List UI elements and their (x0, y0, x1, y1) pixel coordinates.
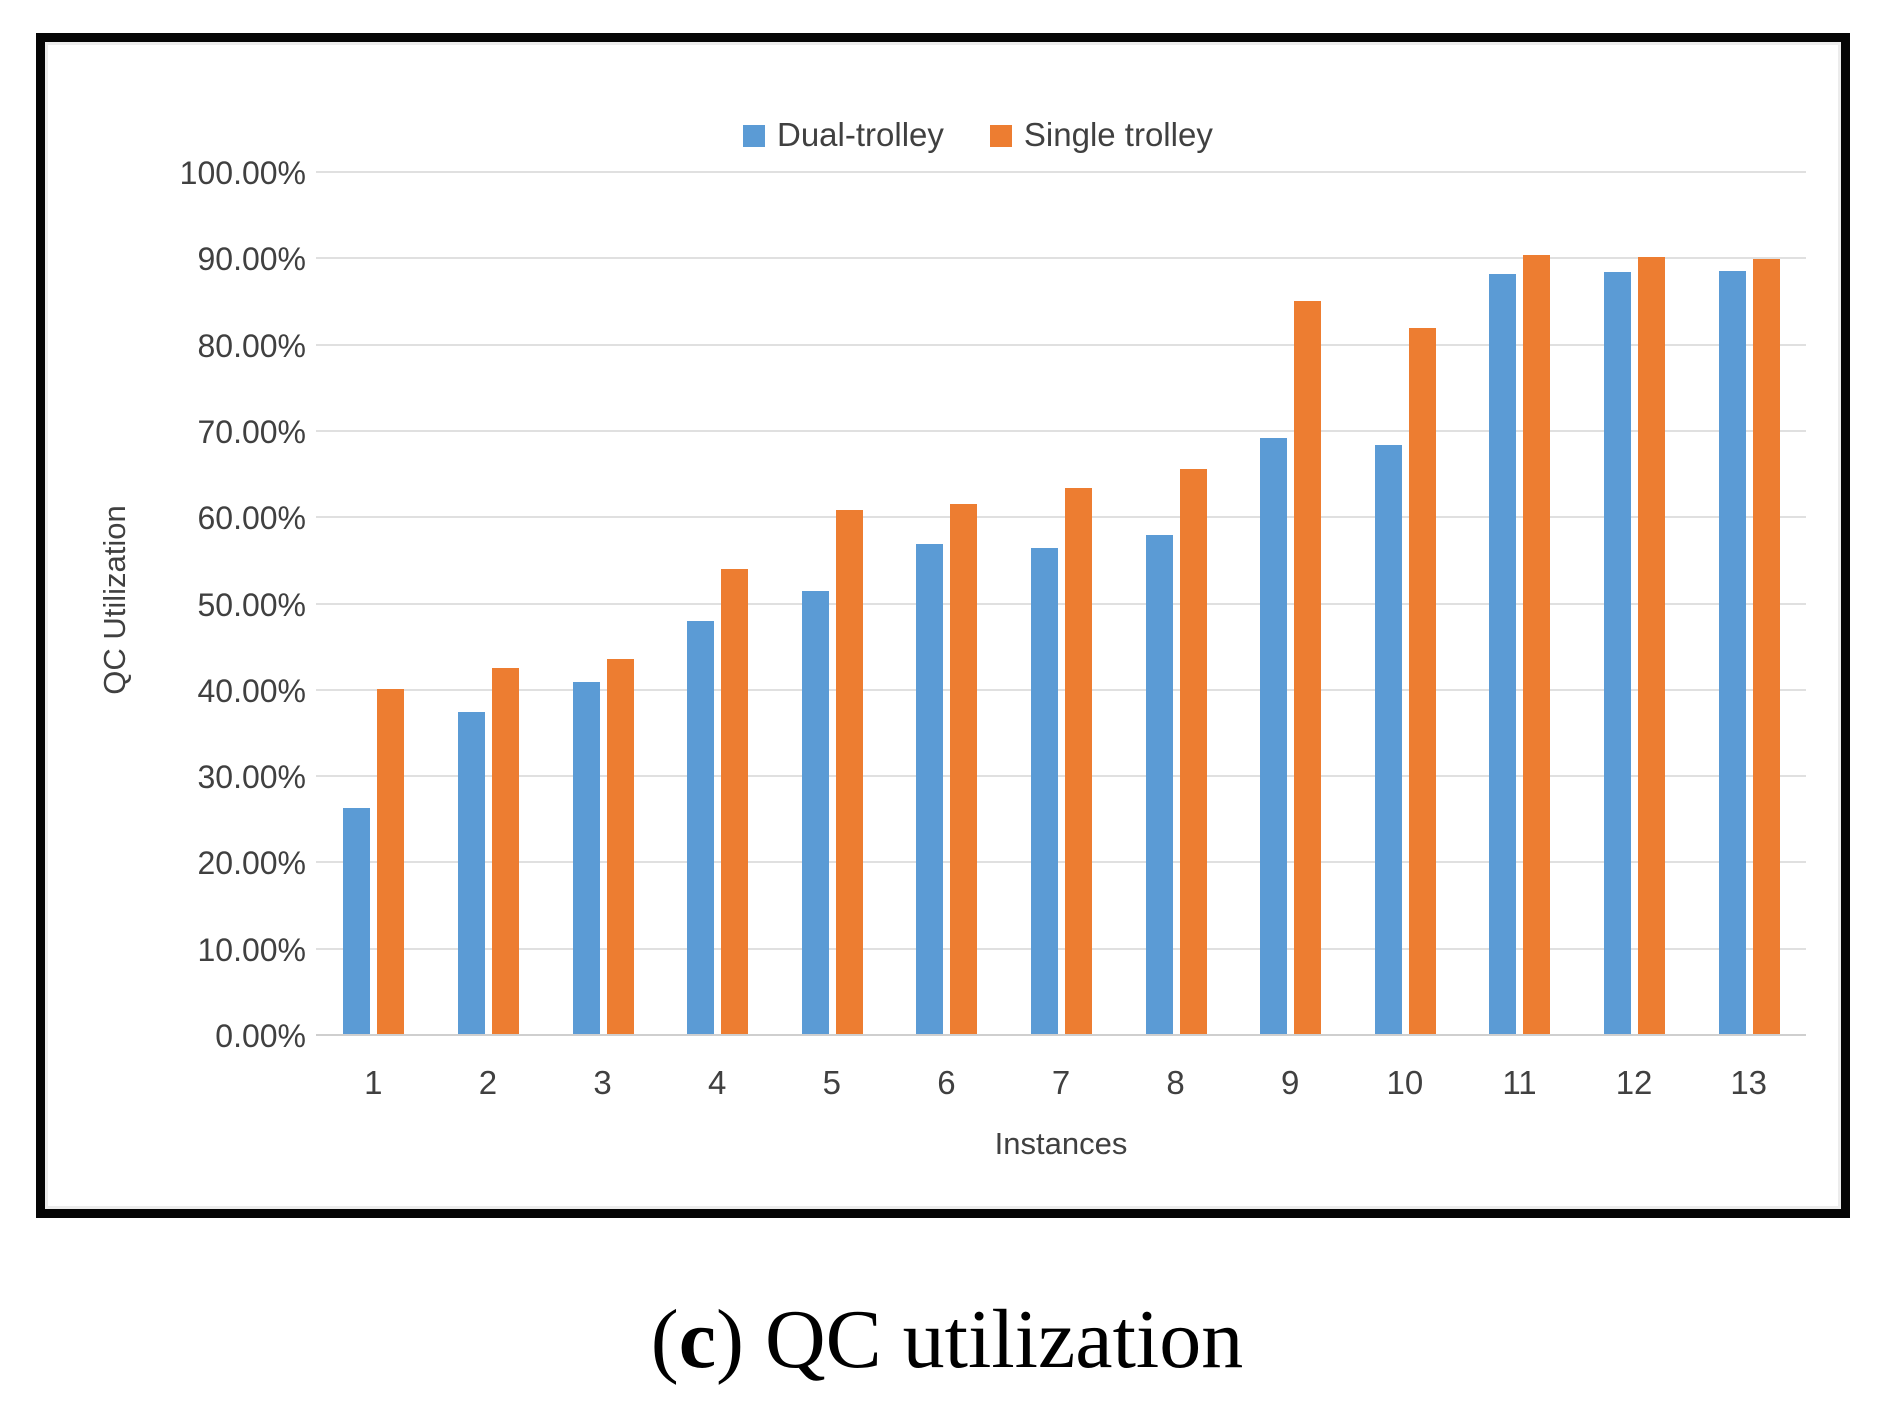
x-tick-label: 5 (822, 1064, 841, 1101)
bar-single-trolley-13 (1752, 259, 1780, 1034)
caption-paren-open: ( (650, 1293, 679, 1386)
bar-single-trolley-6 (950, 504, 978, 1034)
bar-single-trolley-3 (606, 659, 634, 1034)
bar-single-trolley-7 (1065, 487, 1092, 1034)
bar-single-trolley-1 (377, 688, 405, 1034)
y-tick-label: 100.00% (179, 155, 306, 191)
x-axis-tick-labels: 1 2 3 4 5 6 7 8 9 10 11 12 13 (316, 1062, 1806, 1104)
legend-label-dual-trolley: Dual-trolley (777, 116, 944, 153)
bar-single-trolley-8 (1179, 468, 1207, 1034)
y-axis-tick-labels: 0.00% 10.00% 20.00% 30.00% 40.00% 50.00% 60.00… (90, 157, 306, 1052)
bar-single-trolley-2 (491, 668, 519, 1034)
y-tick-label: 70.00% (197, 413, 306, 450)
x-tick-label: 2 (478, 1064, 498, 1101)
caption-letter: c (678, 1293, 716, 1386)
legend-item-single-trolley: Single trolley (989, 116, 1213, 154)
gridline (316, 602, 1806, 605)
y-tick-label: 40.00% (197, 672, 306, 709)
y-tick-label: 50.00% (197, 586, 306, 623)
y-tick-label: 80.00% (197, 327, 306, 364)
gridline (316, 516, 1806, 519)
gridline (316, 861, 1806, 864)
bar-single-trolley-4 (721, 568, 749, 1034)
y-tick-label: 0.00% (215, 1018, 306, 1054)
bar-dual-trolley-7 (1031, 548, 1058, 1034)
bar-dual-trolley-13 (1718, 271, 1746, 1034)
bar-dual-trolley-2 (457, 712, 485, 1034)
bar-dual-trolley-3 (572, 681, 600, 1034)
y-tick-label: 90.00% (197, 241, 306, 278)
gridline (316, 688, 1806, 691)
bar-single-trolley-5 (835, 510, 863, 1034)
figure-caption: (c) QC utilization (0, 1293, 1894, 1386)
chart-legend: Dual-trolley Single trolley (743, 118, 1213, 154)
bar-dual-trolley-4 (687, 620, 715, 1034)
legend-swatch-dual-trolley-icon (743, 125, 765, 147)
bar-dual-trolley-8 (1145, 535, 1173, 1034)
y-tick-label: 20.00% (197, 845, 306, 882)
x-tick-label: 4 (707, 1064, 727, 1101)
legend-swatch-single-trolley-icon (989, 125, 1012, 147)
gridline (316, 1034, 1806, 1036)
bar-dual-trolley-9 (1260, 437, 1288, 1034)
x-tick-label: 6 (937, 1064, 956, 1101)
y-tick-label: 10.00% (197, 931, 306, 968)
caption-text: ) QC utilization (716, 1293, 1244, 1386)
bar-dual-trolley-12 (1604, 271, 1632, 1034)
x-tick-label: 12 (1615, 1064, 1653, 1101)
bar-dual-trolley-1 (343, 807, 371, 1034)
y-tick-label: 30.00% (197, 759, 306, 796)
x-tick-label: 3 (593, 1064, 612, 1101)
x-tick-label: 9 (1281, 1064, 1300, 1101)
bar-dual-trolley-11 (1489, 273, 1517, 1034)
gridline (316, 257, 1806, 260)
bar-single-trolley-11 (1523, 254, 1551, 1034)
gridline (316, 775, 1806, 778)
plot-area (316, 171, 1806, 1036)
x-tick-label: 11 (1502, 1064, 1537, 1101)
x-tick-label: 8 (1166, 1064, 1185, 1101)
gridline (316, 429, 1806, 432)
bar-single-trolley-10 (1408, 328, 1436, 1034)
x-tick-label: 7 (1051, 1064, 1071, 1101)
x-tick-label: 10 (1386, 1064, 1424, 1101)
bar-dual-trolley-5 (801, 591, 829, 1034)
legend-label-single-trolley: Single trolley (1023, 116, 1213, 153)
bar-dual-trolley-10 (1374, 444, 1402, 1034)
y-tick-label: 60.00% (197, 500, 306, 537)
gridline (316, 947, 1806, 950)
bar-single-trolley-9 (1294, 301, 1322, 1034)
gridline (316, 171, 1806, 173)
x-tick-label: 1 (364, 1064, 383, 1101)
bar-single-trolley-12 (1638, 257, 1666, 1034)
bar-dual-trolley-6 (916, 543, 944, 1034)
gridline (316, 343, 1806, 346)
legend-item-dual-trolley: Dual-trolley (743, 118, 944, 154)
x-tick-label: 13 (1730, 1064, 1768, 1101)
x-axis-title: Instances (994, 1126, 1128, 1161)
